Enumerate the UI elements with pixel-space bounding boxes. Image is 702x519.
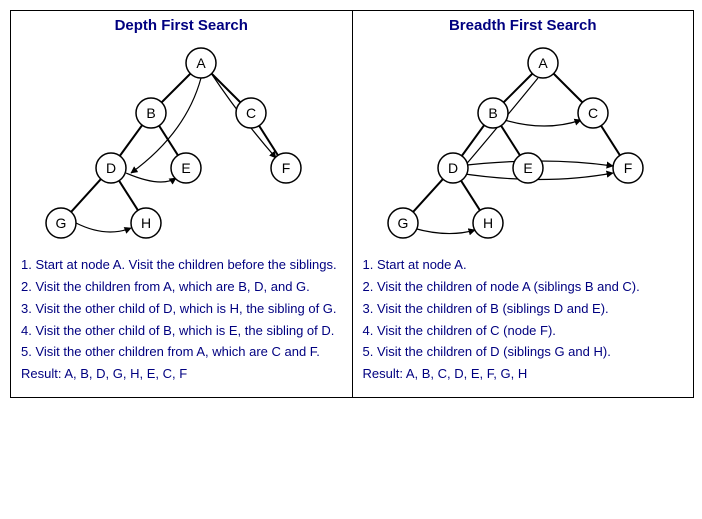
dfs-panel: Depth First Search A B C D E F G H 1. Start at …	[11, 11, 353, 397]
bfs-step: 1. Start at node A.	[363, 256, 684, 275]
bfs-step: 4. Visit the children of C (node F).	[363, 322, 684, 341]
dfs-step: 1. Start at node A. Visit the children b…	[21, 256, 342, 275]
tree-edge	[462, 125, 484, 156]
dfs-path-arrow	[126, 173, 176, 182]
bfs-path-arrow	[413, 228, 475, 234]
dfs-tree-diagram: A B C D E F G H	[31, 38, 331, 248]
tree-node-label: F	[282, 160, 291, 176]
tree-node-label: B	[147, 105, 156, 121]
bfs-panel: Breadth First Search A B C D E F G H 1. Start a…	[353, 11, 694, 397]
tree-edge	[461, 181, 480, 211]
bfs-step: 2. Visit the children of node A (sibling…	[363, 278, 684, 297]
tree-node-label: G	[397, 215, 408, 231]
tree-node-label: H	[483, 215, 493, 231]
tree-edge	[503, 74, 532, 103]
dfs-step: 2. Visit the children from A, which are …	[21, 278, 342, 297]
tree-node-label: H	[141, 215, 151, 231]
tree-edge	[553, 74, 582, 103]
dfs-title: Depth First Search	[21, 17, 342, 34]
dfs-result: Result: A, B, D, G, H, E, C, F	[21, 365, 342, 384]
tree-node-label: A	[538, 55, 548, 71]
tree-edge	[119, 181, 138, 211]
dfs-step: 3. Visit the other child of D, which is …	[21, 300, 342, 319]
dfs-steps: 1. Start at node A. Visit the children b…	[21, 256, 342, 384]
tree-node-label: D	[448, 160, 458, 176]
dfs-step: 4. Visit the other child of B, which is …	[21, 322, 342, 341]
tree-node-label: F	[623, 160, 632, 176]
bfs-step: 3. Visit the children of B (siblings D a…	[363, 300, 684, 319]
tree-edge	[601, 126, 620, 156]
tree-edge	[162, 74, 191, 103]
bfs-result: Result: A, B, C, D, E, F, G, H	[363, 365, 684, 384]
bfs-edges	[413, 74, 620, 212]
tree-node-label: B	[488, 105, 497, 121]
bfs-tree-diagram: A B C D E F G H	[373, 38, 673, 248]
tree-node-label: D	[106, 160, 116, 176]
bfs-title: Breadth First Search	[363, 17, 684, 34]
tree-edge	[212, 74, 241, 103]
dfs-path-arrow	[76, 223, 131, 232]
comparison-container: Depth First Search A B C D E F G H 1. Start at …	[10, 10, 694, 398]
tree-edge	[501, 126, 520, 156]
tree-node-label: E	[523, 160, 532, 176]
tree-node-label: C	[588, 105, 598, 121]
tree-node-label: A	[197, 55, 207, 71]
bfs-steps: 1. Start at node A. 2. Visit the childre…	[363, 256, 684, 384]
bfs-step: 5. Visit the children of D (siblings G a…	[363, 343, 684, 362]
tree-edge	[71, 179, 101, 212]
tree-node-label: G	[56, 215, 67, 231]
dfs-step: 5. Visit the other children from A, whic…	[21, 343, 342, 362]
bfs-nodes: A B C D E F G H	[388, 48, 643, 238]
bfs-path-arrow	[498, 118, 581, 126]
tree-edge	[120, 125, 142, 156]
tree-edge	[413, 179, 443, 212]
dfs-edges	[71, 74, 278, 212]
tree-node-label: C	[246, 105, 256, 121]
tree-node-label: E	[182, 160, 191, 176]
